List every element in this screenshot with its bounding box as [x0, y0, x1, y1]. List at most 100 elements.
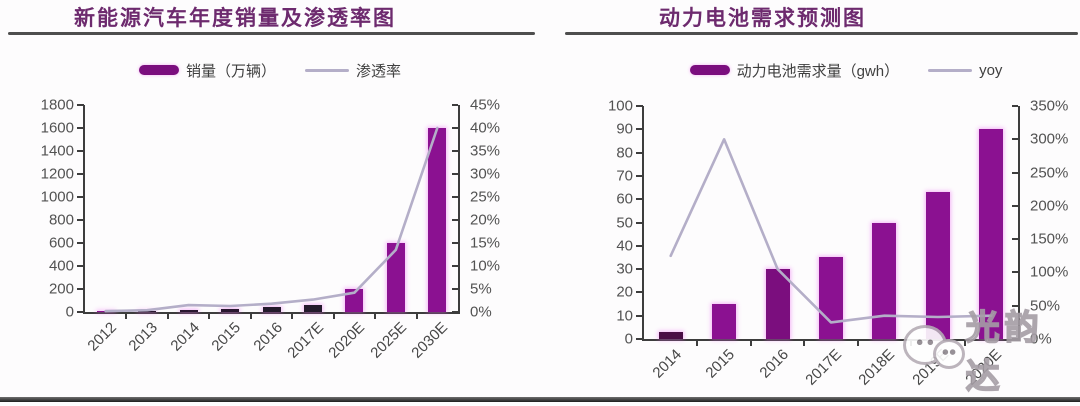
- right-axis-tick-mark: [1012, 204, 1018, 207]
- bar-series-label: 动力电池需求量（gwh）: [736, 62, 900, 80]
- right-chart-title: 动力电池需求预测图: [659, 5, 866, 30]
- left-axis-tick-mark: [77, 104, 84, 106]
- right-axis-tick-label: 20%: [470, 211, 501, 229]
- right-axis-tick-label: 0%: [470, 303, 492, 321]
- x-axis-tick-mark: [415, 314, 418, 319]
- line-series-label: 渗透率: [356, 62, 402, 80]
- left-axis-tick-mark: [636, 174, 643, 177]
- x-axis-category-label: 2020E: [962, 346, 1006, 389]
- bar: [925, 192, 950, 339]
- right-axis-tick-mark: [452, 288, 458, 290]
- left-axis-tick-mark: [636, 338, 643, 340]
- left-axis-tick-label: 60: [616, 190, 633, 208]
- bar: [765, 269, 790, 339]
- left-axis-tick-mark: [77, 173, 84, 175]
- right-axis-tick-mark: [452, 219, 458, 221]
- x-axis-tick-mark: [166, 314, 169, 319]
- left-chart-plot-area: 1800 1600 1400 1200 1000 800 600 400 200 0 45% 40% 3…: [41, 97, 500, 362]
- left-axis-tick-mark: [77, 265, 84, 267]
- left-axis-tick-label: 1000: [40, 188, 74, 206]
- left-axis-tick-mark: [77, 311, 84, 313]
- left-axis-tick-mark: [636, 105, 643, 107]
- left-chart-title: 新能源汽车年度销量及渗透率图: [74, 5, 396, 30]
- bar: [819, 257, 843, 339]
- left-axis-tick-mark: [636, 198, 643, 201]
- left-axis-tick-mark: [77, 196, 84, 198]
- right-axis-tick-mark: [1012, 138, 1018, 141]
- x-axis-tick-mark: [749, 341, 752, 346]
- left-axis-tick-mark: [636, 244, 643, 247]
- right-axis-tick-mark: [1012, 171, 1018, 174]
- bar: [179, 310, 198, 312]
- left-axis-tick-label: 400: [48, 257, 74, 275]
- right-chart-legend: 动力电池需求量（gwh） yoy: [540, 60, 1080, 80]
- right-axis-tick-mark: [452, 196, 458, 198]
- right-axis-tick-mark: [452, 242, 458, 244]
- left-axis-tick-mark: [636, 221, 643, 224]
- right-axis-tick-label: 200%: [1030, 197, 1069, 215]
- right-title-underline: [565, 32, 1078, 35]
- right-axis-tick-mark: [1012, 238, 1018, 241]
- right-axis-tick-label: 150%: [1030, 230, 1069, 248]
- bar: [303, 305, 322, 312]
- left-axis-tick-label: 30: [616, 260, 633, 278]
- x-axis-category-label: 2015: [702, 346, 739, 382]
- bar: [428, 128, 447, 312]
- right-axis-tick-mark: [452, 265, 458, 267]
- left-axis-tick-mark: [636, 268, 643, 271]
- right-axis-tick-label: 100%: [1030, 263, 1069, 281]
- right-axis-tick-label: 250%: [1030, 164, 1069, 182]
- x-axis-tick-mark: [208, 314, 211, 319]
- left-axis-tick-mark: [636, 314, 643, 317]
- right-axis-tick-mark: [452, 150, 458, 152]
- left-axis-tick-label: 200: [48, 280, 74, 298]
- left-axis-tick-label: 50: [616, 214, 633, 231]
- line-series-swatch-icon: [305, 68, 349, 72]
- left-axis-tick-mark: [77, 150, 84, 152]
- right-axis-tick-mark: [452, 311, 458, 313]
- bar: [221, 308, 240, 312]
- right-axis-tick-label: 10%: [470, 257, 501, 275]
- right-axis-tick-label: 300%: [1030, 130, 1069, 148]
- left-axis-tick-label: 20: [616, 283, 633, 301]
- x-axis-tick-mark: [696, 341, 699, 346]
- bar-series-swatch-icon: [689, 65, 730, 75]
- right-chart-plot-area: 100 90 80 70 60 50 40 30 20 10 0 350% 300% 250% 200% 15…: [608, 98, 1068, 389]
- left-axis-tick-label: 1200: [40, 165, 74, 183]
- line-series-label: yoy: [979, 61, 1003, 79]
- left-axis-tick-label: 10: [616, 307, 633, 325]
- left-chart-legend: 销量（万辆） 渗透率: [0, 60, 540, 80]
- right-axis-tick-label: 5%: [470, 280, 492, 298]
- x-axis-tick-mark: [856, 341, 859, 346]
- left-axis-tick-label: 40: [616, 237, 633, 255]
- left-axis-tick-label: 80: [616, 144, 633, 162]
- left-axis-tick-label: 1400: [40, 142, 74, 160]
- line-series: [104, 126, 439, 313]
- right-axis-tick-mark: [452, 127, 458, 129]
- right-axis-tick-label: 30%: [470, 165, 501, 183]
- x-axis-category-label: 2019E: [909, 346, 952, 389]
- x-axis-category-label: 2014: [649, 346, 685, 382]
- right-axis-tick-mark: [452, 104, 458, 106]
- x-axis-tick-mark: [374, 314, 377, 319]
- x-axis-category-label: 2018E: [855, 346, 899, 389]
- x-axis-tick-mark: [910, 341, 913, 346]
- right-axis-tick-label: 25%: [470, 188, 501, 206]
- x-axis-category-label: 2017E: [802, 346, 846, 389]
- right-axis-tick-label: 15%: [470, 234, 501, 252]
- right-axis-tick-mark: [1012, 271, 1018, 274]
- left-axis-tick-mark: [77, 127, 84, 129]
- left-axis-tick-label: 800: [48, 211, 74, 229]
- left-axis-tick-label: 70: [616, 167, 633, 185]
- x-axis-tick-mark: [332, 314, 335, 319]
- bar: [658, 332, 683, 339]
- line-series: [669, 137, 993, 324]
- left-axis-tick-mark: [77, 219, 84, 221]
- left-axis-tick-label: 1600: [40, 119, 74, 137]
- left-axis-tick-label: 0: [65, 303, 74, 321]
- right-axis-tick-label: 45%: [470, 96, 501, 114]
- right-axis-tick-mark: [452, 173, 458, 175]
- left-axis-tick-mark: [636, 151, 643, 154]
- x-axis-tick-mark: [249, 314, 252, 319]
